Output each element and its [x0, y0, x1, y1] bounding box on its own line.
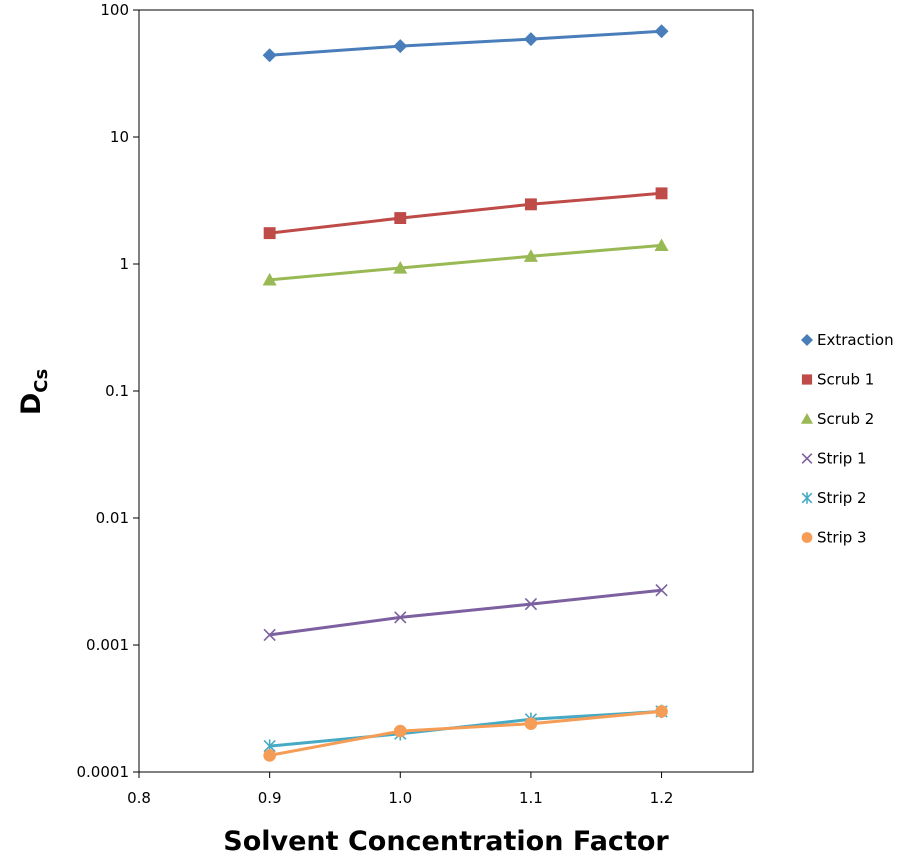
data-point-x	[655, 584, 668, 597]
data-point-x-stroke	[394, 611, 407, 624]
legend-item-strip-3: Strip 3	[801, 529, 867, 547]
y-axis-title-subscript: Cs	[31, 369, 52, 393]
data-point-triangle	[654, 238, 669, 252]
data-point-diamond	[262, 48, 277, 63]
y-tick-label: 100	[100, 1, 129, 19]
y-tick-label: 0.01	[96, 509, 129, 527]
x-tick-label: 0.9	[258, 789, 282, 807]
data-point-diamond	[654, 24, 669, 39]
legend-item-strip-2: Strip 2	[801, 489, 867, 507]
data-point-x-stroke	[655, 584, 668, 597]
series-scrub-1	[263, 187, 668, 240]
x-tick-label: 1.2	[650, 789, 674, 807]
legend-label: Scrub 1	[817, 371, 874, 389]
data-point-diamond	[801, 334, 813, 346]
y-tick-label: 10	[110, 128, 129, 146]
x-axis-title: Solvent Concentration Factor	[223, 826, 669, 857]
data-point-square	[801, 374, 813, 385]
data-point-x	[801, 453, 813, 464]
series-line-scrub-2	[269, 243, 662, 282]
series-line-extraction	[269, 29, 662, 57]
series-strip-3	[263, 705, 668, 762]
data-point-star	[801, 492, 813, 504]
data-point-x	[394, 611, 407, 624]
legend-label: Strip 2	[817, 489, 867, 507]
data-point-square	[655, 187, 668, 200]
plot-frame	[138, 9, 754, 773]
legend-label: Strip 3	[817, 529, 867, 547]
legend-item-scrub-2: Scrub 2	[801, 410, 874, 428]
data-point-triangle	[801, 413, 813, 424]
data-point-square	[263, 227, 276, 240]
data-point-x	[263, 628, 276, 642]
y-axis-ticks: 0.0001 0.001 0.01 0.1 1 10 100	[77, 1, 139, 781]
y-tick-label: 1	[119, 255, 129, 273]
plot-area: 0.0001 0.001 0.01 0.1 1 10 100 0.8 0.9 1.0 1.1 1.2	[77, 1, 754, 807]
y-axis-title: DCs	[16, 369, 52, 415]
legend-item-scrub-1: Scrub 1	[801, 371, 874, 389]
legend: Extraction Scrub 1 Scrub 2 Strip 1 Strip 2 St…	[801, 331, 894, 547]
svg-text:DCs: DCs	[16, 369, 52, 415]
data-point-triangle	[393, 261, 408, 274]
x-axis-ticks: 0.8 0.9 1.0 1.1 1.2	[127, 772, 673, 807]
x-tick-label: 1.1	[519, 789, 543, 807]
data-point-diamond	[393, 39, 408, 54]
data-point-x-stroke	[801, 453, 813, 464]
series-scrub-2	[262, 238, 669, 286]
data-point-circle	[263, 749, 276, 762]
data-point-circle	[524, 717, 538, 731]
series-extraction	[262, 24, 669, 63]
legend-label: Scrub 2	[817, 410, 874, 428]
data-point-circle	[393, 724, 407, 738]
data-point-square	[394, 212, 407, 225]
series-strip-1	[263, 584, 668, 642]
y-tick-label: 0.1	[105, 382, 129, 400]
legend-item-extraction: Extraction	[801, 331, 894, 349]
series-layer	[262, 24, 669, 762]
data-point-x-stroke	[524, 597, 538, 611]
data-point-square	[524, 198, 537, 211]
legend-label: Extraction	[817, 331, 894, 349]
data-point-circle	[801, 532, 813, 543]
data-point-triangle	[523, 249, 538, 262]
data-point-circle	[655, 705, 668, 718]
y-axis-title-main: D	[16, 393, 47, 415]
data-point-x	[524, 597, 538, 611]
series-line-scrub-1	[269, 191, 662, 235]
series-line-strip-1	[269, 588, 662, 637]
x-tick-label: 0.8	[127, 789, 151, 807]
series-line-strip-3	[269, 709, 662, 757]
legend-label: Strip 1	[817, 450, 867, 468]
y-tick-label: 0.0001	[77, 763, 130, 781]
data-point-x-stroke	[263, 628, 276, 642]
y-tick-label: 0.001	[86, 636, 129, 654]
data-point-diamond	[523, 32, 538, 47]
x-tick-label: 1.0	[388, 789, 412, 807]
legend-item-strip-1: Strip 1	[801, 450, 867, 468]
data-point-triangle	[262, 272, 277, 286]
